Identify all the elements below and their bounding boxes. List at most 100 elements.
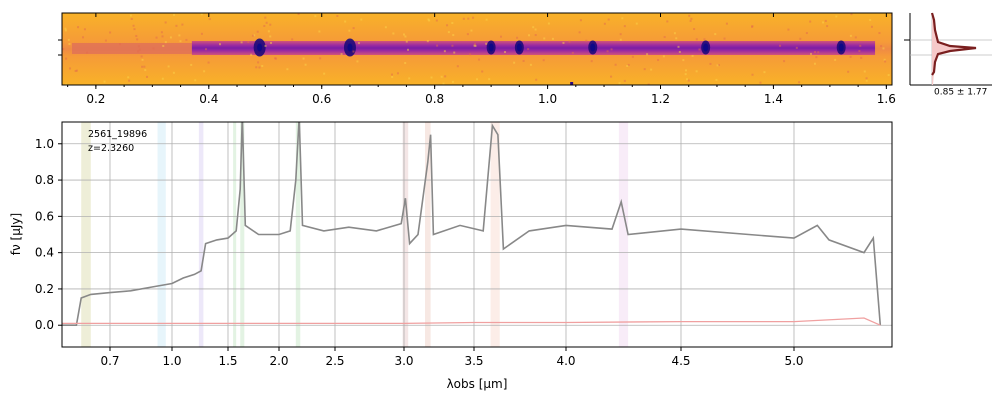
noise-pixel [172,71,175,74]
noise-pixel [685,69,688,72]
spectrum-2d-panel: 0.2 0.4 0.6 0.8 1.0 1.2 1.4 1.6 [58,12,896,106]
noise-pixel [178,34,181,37]
noise-pixel [169,36,172,39]
noise-pixel [77,26,80,29]
noise-pixel [799,37,802,40]
noise-pixel [129,14,132,17]
noise-pixel [884,60,887,63]
noise-pixel [516,36,519,39]
x-tick-label: 0.7 [100,354,119,368]
noise-pixel [619,33,622,36]
noise-pixel [218,43,221,46]
noise-pixel [444,75,447,78]
noise-pixel [858,50,861,53]
noise-pixel [883,58,886,61]
noise-pixel [264,44,267,47]
noise-pixel [269,35,272,38]
noise-pixel [474,44,477,47]
noise-pixel [887,74,890,77]
noise-pixel [430,76,433,79]
noise-pixel [467,17,470,20]
noise-pixel [551,37,554,40]
noise-pixel [865,77,868,80]
noise-pixel [865,79,868,82]
noise-pixel [286,68,289,71]
noise-pixel [179,40,182,43]
noise-pixel [447,31,450,34]
noise-pixel [247,41,250,44]
noise-pixel [759,81,762,84]
noise-pixel [81,36,84,39]
noise-pixel [805,32,808,35]
noise-pixel [384,26,387,29]
x-tick-label: 0.8 [425,92,444,106]
noise-pixel [352,50,355,53]
noise-pixel [390,73,393,76]
emission-knot-core [257,43,263,52]
noise-pixel [824,19,827,22]
noise-pixel [547,22,550,25]
noise-pixel [529,63,532,66]
noise-pixel [686,78,689,81]
x-tick-label: 5.0 [784,354,803,368]
noise-pixel [161,77,164,80]
noise-pixel [562,41,565,44]
noise-pixel [499,35,502,38]
x-tick-label: 0.2 [86,92,105,106]
noise-pixel [662,55,665,58]
noise-pixel [690,17,693,20]
noise-pixel [513,61,516,64]
noise-pixel [813,62,816,65]
noise-pixel [161,35,164,38]
noise-pixel [623,79,626,82]
noise-pixel [610,48,613,51]
noise-pixel [65,83,68,85]
noise-pixel [817,51,820,54]
emission-knot-core [838,43,844,52]
emission-knot-core [516,43,522,52]
x-tick-label: 0.6 [312,92,331,106]
noise-pixel [360,18,363,21]
trace-faint [72,43,192,54]
x-axis-label: λobs [μm] [447,377,508,391]
noise-pixel [614,63,617,66]
noise-pixel [69,67,72,70]
noise-pixel [64,27,67,30]
noise-pixel [104,39,107,42]
noise-pixel [532,26,535,29]
profile-fill [932,13,976,85]
spectrum-1d-panel: 0.0 0.2 0.4 0.6 0.8 1.0 0.7 1.0 1.5 2.0 2.5 3.0 3.5 4… [9,121,893,391]
noise-pixel [849,55,852,58]
noise-pixel [443,50,446,53]
x-tick-label: 2.5 [325,354,344,368]
noise-pixel [164,41,167,44]
noise-pixel [870,25,873,28]
noise-pixel [185,38,188,41]
y-tick-label: 1.0 [35,137,54,151]
noise-pixel [673,32,676,35]
noise-pixel [304,63,307,66]
noise-pixel [571,51,574,54]
noise-pixel [485,18,488,21]
noise-pixel [144,69,147,72]
noise-pixel [74,69,77,72]
emission-knot-core [347,43,353,52]
profile-panel: 0.85 ± 1.77 [904,12,992,98]
line-band [81,122,91,347]
noise-pixel [62,48,65,51]
noise-pixel [65,57,68,60]
noise-pixel [132,24,135,27]
noise-pixel [890,14,892,17]
noise-pixel [687,79,690,82]
noise-pixel [203,70,206,73]
noise-pixel [578,31,581,34]
noise-pixel [253,34,256,37]
noise-pixel [478,58,481,61]
x-tick-label: 1.0 [162,354,181,368]
noise-pixel [603,22,606,25]
noise-pixel [485,42,488,45]
noise-pixel [693,28,696,31]
noise-pixel [751,25,754,28]
trace-main [191,41,876,55]
noise-pixel [405,40,408,43]
